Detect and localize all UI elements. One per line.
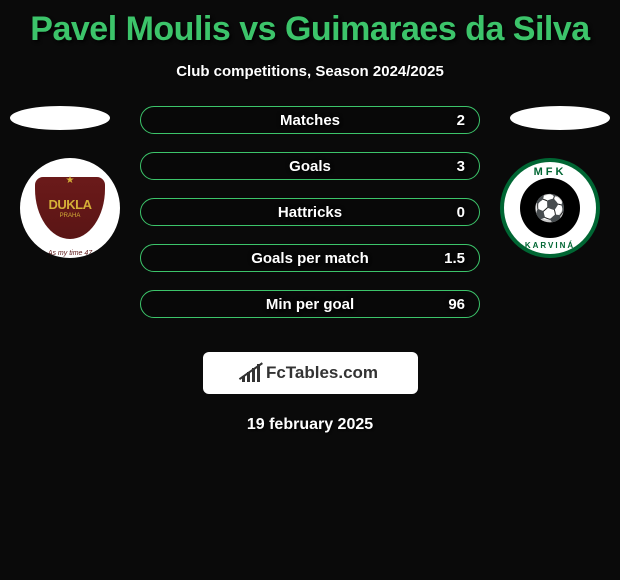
stat-row: Goals 3 — [140, 152, 480, 180]
stat-row: Goals per match 1.5 — [140, 244, 480, 272]
stat-label: Hattricks — [278, 204, 342, 221]
update-date: 19 february 2025 — [0, 416, 620, 434]
star-icon: ★ — [66, 175, 75, 186]
stat-label: Matches — [280, 112, 340, 129]
player-avatar-left — [10, 106, 110, 130]
stat-value-right: 1.5 — [444, 250, 465, 267]
page-title: Pavel Moulis vs Guimaraes da Silva — [0, 0, 620, 49]
dukla-shield-icon: ★ DUKLA PRAHA As my time 47 — [35, 177, 105, 239]
club-year: As my time 47 — [48, 250, 92, 257]
stats-list: Matches 2 Goals 3 Hattricks 0 Goals per match 1… — [140, 106, 480, 336]
club-bottom-text: KARVINÁ — [525, 241, 575, 250]
stat-label: Goals — [289, 158, 331, 175]
stat-value-right: 2 — [457, 112, 465, 129]
stat-row: Hattricks 0 — [140, 198, 480, 226]
bar-chart-icon — [242, 364, 260, 382]
stat-row: Matches 2 — [140, 106, 480, 134]
fctables-logo: FcTables.com — [203, 352, 418, 394]
subtitle: Club competitions, Season 2024/2025 — [0, 63, 620, 80]
stat-value-right: 0 — [457, 204, 465, 221]
club-name-line1: DUKLA — [49, 198, 92, 211]
comparison-area: ★ DUKLA PRAHA As my time 47 MFK ⚽ KARVIN… — [0, 106, 620, 346]
logo-text: FcTables.com — [266, 363, 378, 383]
club-badge-right: MFK ⚽ KARVINÁ — [500, 158, 600, 258]
stat-label: Goals per match — [251, 250, 369, 267]
stat-value-right: 96 — [448, 296, 465, 313]
ball-icon: ⚽ — [520, 178, 580, 238]
stat-label: Min per goal — [266, 296, 354, 313]
player-avatar-right — [510, 106, 610, 130]
club-top-text: MFK — [534, 166, 567, 178]
stat-value-right: 3 — [457, 158, 465, 175]
club-name-line2: PRAHA — [60, 213, 81, 219]
mfk-badge-icon: MFK ⚽ KARVINÁ — [504, 162, 596, 254]
stat-row: Min per goal 96 — [140, 290, 480, 318]
club-badge-left: ★ DUKLA PRAHA As my time 47 — [20, 158, 120, 258]
